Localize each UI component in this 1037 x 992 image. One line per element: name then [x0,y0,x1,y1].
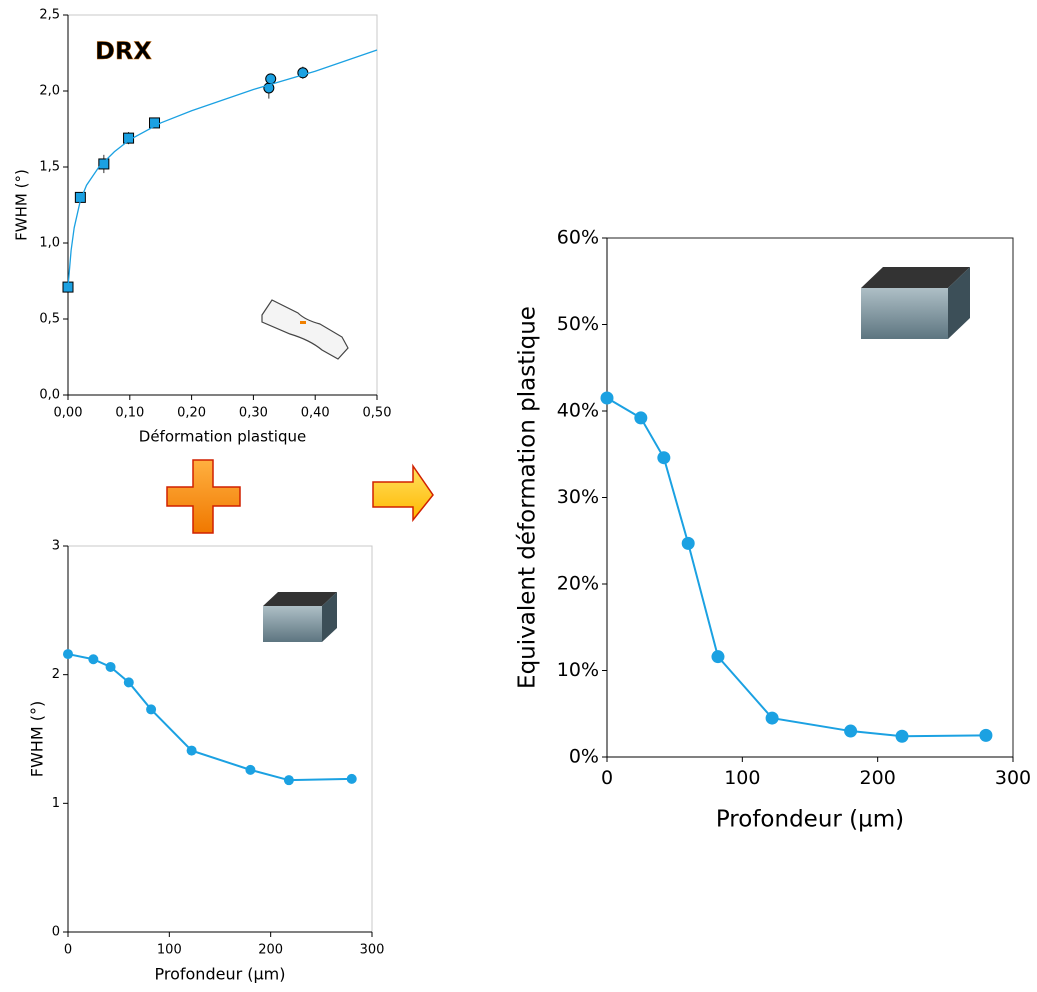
x-tick-label: 300 [360,942,385,957]
data-point [979,728,993,742]
y-tick-label: 0 [52,925,60,940]
y-tick-label: 30% [557,486,599,508]
x-tick-label: 0,20 [177,405,206,420]
arrow [372,463,434,523]
x-axis-label: Déformation plastique [139,428,306,446]
data-point [123,677,134,688]
data-point [88,654,99,665]
data-point [283,775,294,786]
data-point [146,704,157,715]
x-tick-label: 0,40 [301,405,330,420]
plus-sign [166,459,241,534]
data-point [346,773,357,784]
y-tick-label: 1 [52,796,60,811]
x-tick-label: 0,00 [54,405,83,420]
x-tick-label: 100 [724,767,760,789]
y-tick-label: 0,5 [39,312,60,327]
x-tick-label: 200 [860,767,896,789]
y-tick-label: 2 [52,667,60,682]
series-line [67,653,352,782]
y-tick-label: 3 [52,539,60,554]
y-axis-label: FWHM (°) [13,169,31,241]
data-point [98,158,110,170]
x-tick-label: 300 [995,767,1031,789]
data-point [844,724,858,738]
series-line [606,397,986,738]
data-point [265,73,277,85]
y-axis-label: Equivalent déformation plastique [515,306,541,689]
x-tick-label: 0 [601,767,613,789]
y-tick-label: 0,0 [39,388,60,403]
x-tick-label: 0 [64,942,72,957]
data-point [186,745,197,756]
y-tick-label: 0% [569,746,599,768]
specimen-icon [261,299,349,360]
series-line [67,49,378,288]
data-point [634,411,648,425]
x-axis-label: Profondeur (µm) [716,807,904,833]
x-tick-label: 200 [258,942,283,957]
data-point [105,661,116,672]
data-point [600,391,614,405]
box-icon [263,592,337,642]
y-tick-label: 40% [557,400,599,422]
data-point [245,764,256,775]
x-axis-label: Profondeur (µm) [155,965,286,984]
x-tick-label: 100 [157,942,182,957]
y-axis-label: FWHM (°) [28,701,47,777]
data-point [657,451,671,465]
x-tick-label: 0,10 [115,405,144,420]
y-tick-label: 10% [557,659,599,681]
data-point [765,711,779,725]
y-tick-label: 20% [557,573,599,595]
y-tick-label: 1,0 [39,236,60,251]
y-tick-label: 1,5 [39,160,60,175]
y-tick-label: 60% [557,227,599,249]
annotation: DRX [95,37,152,65]
data-point [63,649,73,660]
x-tick-label: 0,30 [239,405,268,420]
data-point [895,729,909,743]
data-point [711,650,725,664]
y-tick-label: 2,5 [39,8,60,23]
y-tick-label: 2,0 [39,84,60,99]
y-tick-label: 50% [557,313,599,335]
box-icon [861,267,970,339]
x-tick-label: 0,50 [363,405,392,420]
data-point [681,536,695,550]
